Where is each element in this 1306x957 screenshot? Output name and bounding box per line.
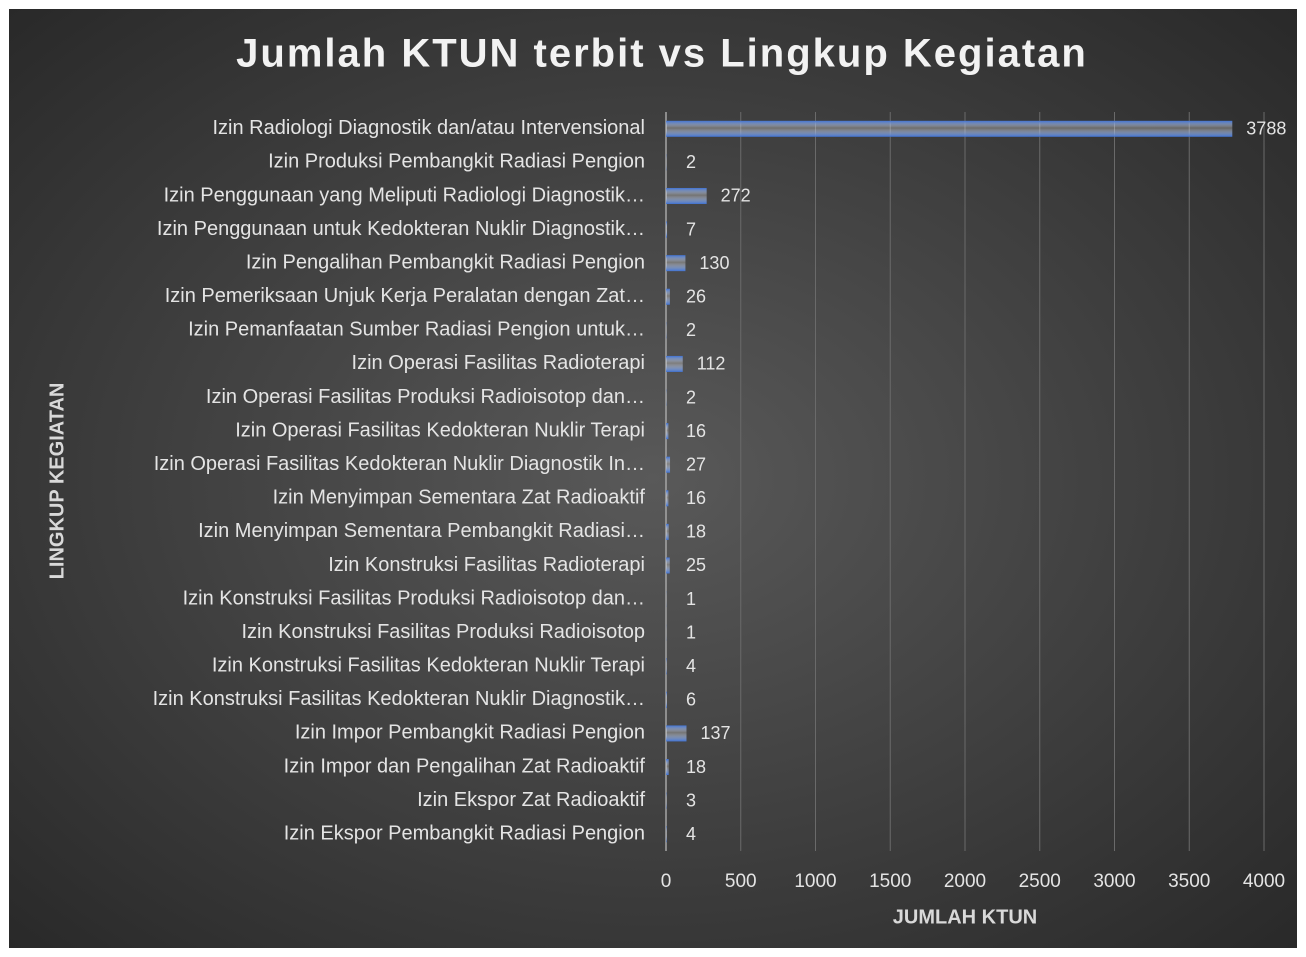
value-label: 4: [686, 824, 696, 844]
y-tick-label: Izin Operasi Fasilitas Produksi Radioiso…: [206, 386, 645, 408]
bar: [666, 221, 668, 238]
x-tick-label: 2000: [944, 871, 986, 892]
value-label: 1: [686, 622, 696, 642]
value-label: 3: [686, 790, 696, 810]
y-tick-label: Izin Ekspor Pembangkit Radiasi Pengion: [284, 822, 645, 844]
y-tick-label: Izin Pengalihan Pembangkit Radiasi Pengi…: [246, 251, 645, 273]
value-label: 3788: [1246, 119, 1286, 139]
value-label: 112: [697, 354, 726, 374]
x-tick-label: 3500: [1168, 871, 1210, 892]
x-tick-label: 0: [661, 871, 672, 892]
y-tick-label: Izin Menyimpan Sementara Zat Radioaktif: [273, 487, 646, 509]
x-tick-label: 2500: [1019, 871, 1061, 892]
bar: [666, 557, 670, 574]
bar: [666, 187, 707, 204]
y-tick-label: Izin Penggunaan untuk Kedokteran Nuklir …: [157, 218, 645, 240]
y-tick-label: Izin Penggunaan yang Meliputi Radiologi …: [164, 184, 645, 206]
y-tick-label: Izin Radiologi Diagnostik dan/atau Inter…: [213, 117, 646, 139]
y-tick-label: Izin Konstruksi Fasilitas Kedokteran Nuk…: [153, 688, 645, 710]
bar: [666, 423, 669, 440]
y-tick-label: Izin Ekspor Zat Radioaktif: [417, 789, 645, 811]
bar: [666, 490, 669, 507]
y-tick-label: Izin Pemanfaatan Sumber Radiasi Pengion …: [188, 319, 645, 341]
bar: [666, 759, 669, 776]
x-tick-label: 4000: [1243, 871, 1285, 892]
y-tick-label: Izin Produksi Pembangkit Radiasi Pengion: [268, 151, 645, 173]
x-tick-label: 3000: [1093, 871, 1135, 892]
x-tick-label: 500: [725, 871, 757, 892]
bar: [666, 255, 686, 272]
value-label: 2: [686, 152, 696, 172]
x-tick-label: 1500: [869, 871, 911, 892]
y-tick-label: Izin Menyimpan Sementara Pembangkit Radi…: [198, 520, 645, 542]
bar: [666, 691, 667, 708]
background: [9, 9, 1297, 948]
value-label: 18: [686, 522, 706, 542]
bar: [666, 288, 670, 305]
value-label: 16: [686, 488, 706, 508]
value-label: 16: [686, 421, 706, 441]
value-label: 25: [686, 555, 706, 575]
bar: [666, 456, 671, 473]
y-tick-label: Izin Konstruksi Fasilitas Kedokteran Nuk…: [212, 655, 645, 677]
value-label: 7: [686, 219, 696, 239]
value-label: 2: [686, 320, 696, 340]
y-tick-label: Izin Konstruksi Fasilitas Produksi Radio…: [183, 587, 645, 609]
y-tick-label: Izin Konstruksi Fasilitas Produksi Radio…: [241, 621, 645, 643]
bar: [666, 826, 667, 843]
y-tick-label: Izin Konstruksi Fasilitas Radioterapi: [328, 554, 645, 576]
value-label: 6: [686, 690, 696, 710]
value-label: 1: [686, 589, 696, 609]
value-label: 137: [700, 723, 730, 743]
y-tick-label: Izin Operasi Fasilitas Kedokteran Nuklir…: [235, 419, 645, 441]
x-tick-label: 1000: [794, 871, 836, 892]
y-axis-title: LINGKUP KEGIATAN: [46, 383, 68, 580]
bar: [666, 355, 683, 372]
value-label: 18: [686, 757, 706, 777]
chart-title: Jumlah KTUN terbit vs Lingkup Kegiatan: [236, 32, 1088, 76]
bar: [666, 120, 1233, 137]
value-label: 272: [721, 186, 751, 206]
value-label: 27: [686, 454, 706, 474]
bar: [666, 523, 669, 540]
bar: [666, 725, 687, 742]
value-label: 26: [686, 287, 706, 307]
y-tick-label: Izin Impor Pembangkit Radiasi Pengion: [295, 722, 645, 744]
value-label: 4: [686, 656, 696, 676]
y-tick-label: Izin Operasi Fasilitas Kedokteran Nuklir…: [154, 453, 645, 475]
y-tick-label: Izin Impor dan Pengalihan Zat Radioaktif: [284, 755, 646, 777]
bar: [666, 658, 667, 675]
y-tick-label: Izin Operasi Fasilitas Radioterapi: [352, 352, 645, 374]
value-label: 130: [699, 253, 729, 273]
y-tick-label: Izin Pemeriksaan Unjuk Kerja Peralatan d…: [165, 285, 645, 307]
x-axis-title: JUMLAH KTUN: [893, 906, 1037, 928]
value-label: 2: [686, 387, 696, 407]
